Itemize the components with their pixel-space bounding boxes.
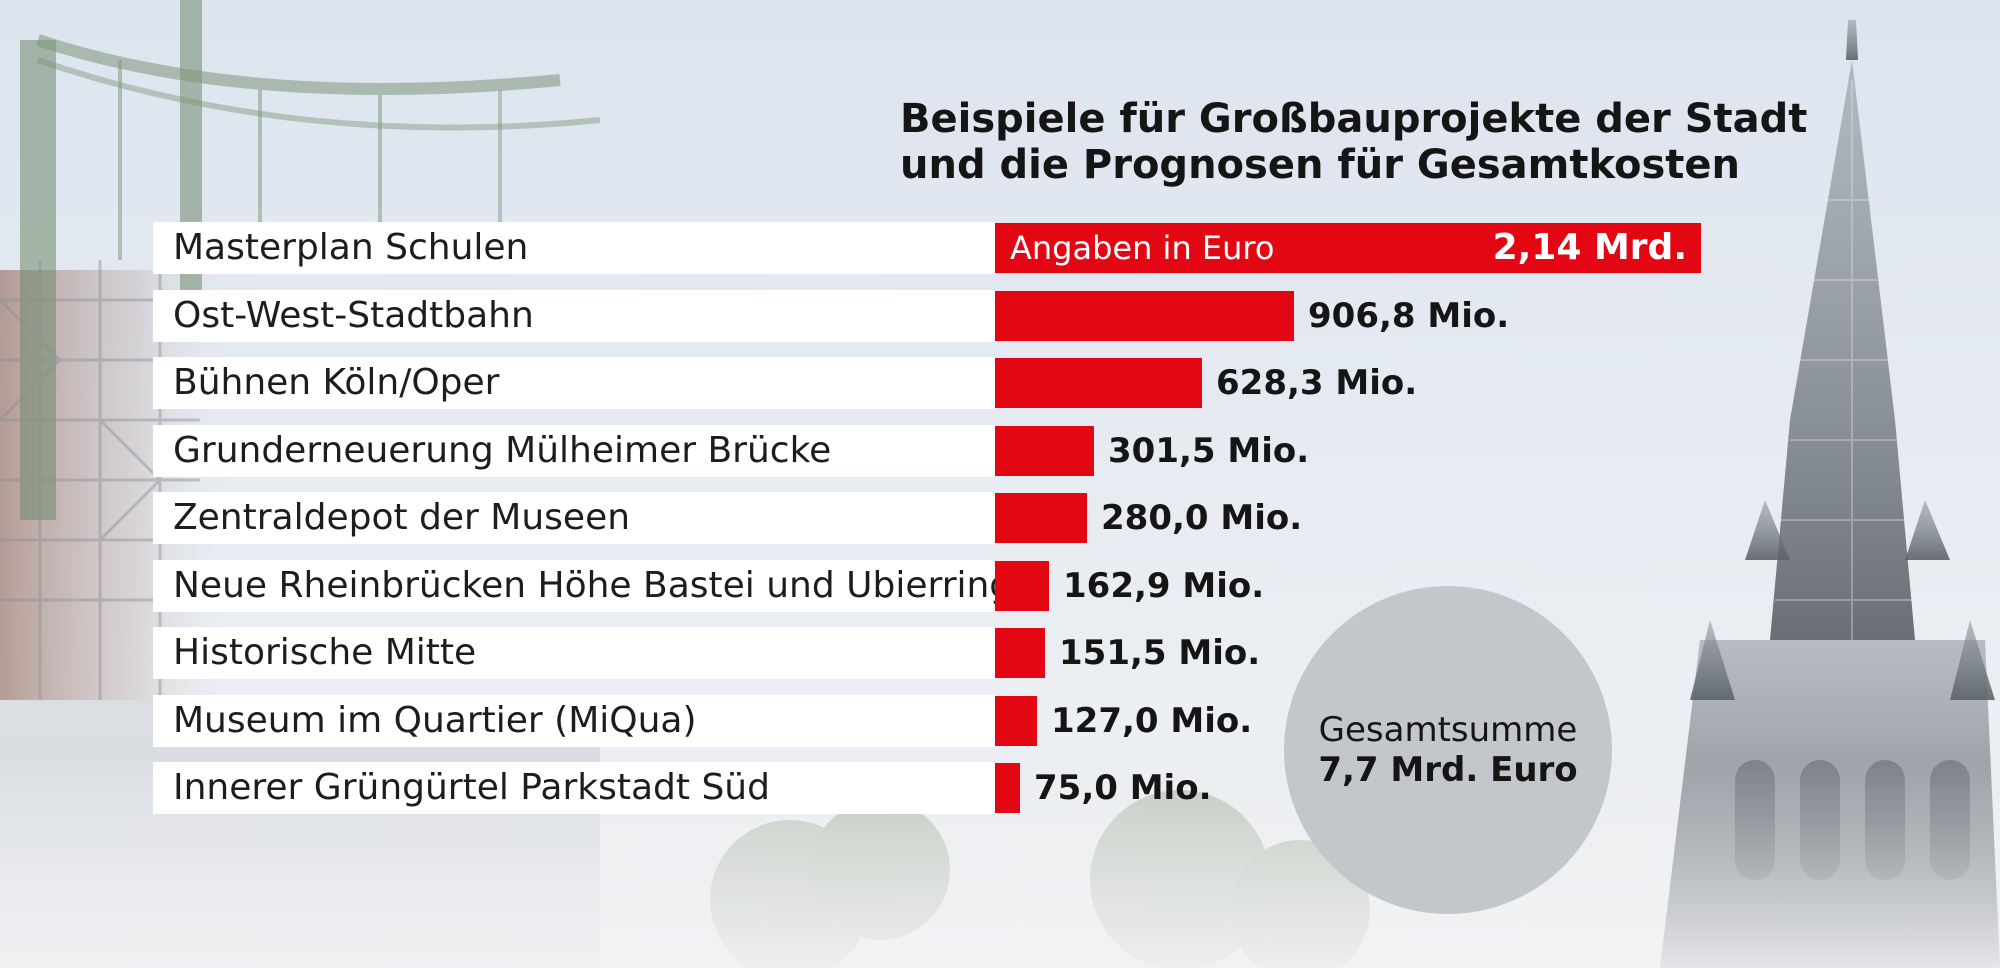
category-label: Zentraldepot der Museen (153, 492, 995, 544)
bar (995, 763, 1020, 813)
category-label: Masterplan Schulen (153, 222, 995, 274)
unit-note: Angaben in Euro (1010, 229, 1275, 267)
value-label: 628,3 Mio. (1216, 363, 1418, 403)
chart-title-line-2: und die Prognosen für Gesamtkosten (900, 142, 1740, 188)
value-label: 906,8 Mio. (1308, 296, 1510, 336)
bar (995, 696, 1037, 746)
value-label: 75,0 Mio. (1034, 768, 1212, 808)
value-label: 280,0 Mio. (1101, 498, 1303, 538)
total-sum-circle: Gesamtsumme 7,7 Mrd. Euro (1284, 586, 1612, 914)
bar (995, 426, 1094, 476)
category-label: Ost-West-Stadtbahn (153, 290, 995, 342)
bar (995, 291, 1294, 341)
category-label: Bühnen Köln/Oper (153, 357, 995, 409)
bar (995, 358, 1202, 408)
total-sum-value: 7,7 Mrd. Euro (1318, 750, 1578, 790)
category-label: Grunderneuerung Mülheimer Brücke (153, 425, 995, 477)
value-label: 127,0 Mio. (1051, 701, 1253, 741)
value-label: 301,5 Mio. (1108, 431, 1310, 471)
category-label: Historische Mitte (153, 627, 995, 679)
value-label: 162,9 Mio. (1063, 566, 1265, 606)
bar (995, 493, 1087, 543)
category-label: Museum im Quartier (MiQua) (153, 695, 995, 747)
total-sum-label: Gesamtsumme (1318, 710, 1578, 750)
category-label: Neue Rheinbrücken Höhe Bastei und Ubierr… (153, 560, 995, 612)
bar (995, 223, 1701, 273)
bar (995, 628, 1045, 678)
value-label: 151,5 Mio. (1059, 633, 1261, 673)
category-label: Innerer Grüngürtel Parkstadt Süd (153, 762, 995, 814)
chart-title-line-1: Beispiele für Großbauprojekte der Stadt (900, 96, 1808, 142)
chart-title: Beispiele für Großbauprojekte der Stadt … (900, 96, 1808, 188)
value-label: 2,14 Mrd. (1492, 227, 1687, 268)
bar (995, 561, 1049, 611)
